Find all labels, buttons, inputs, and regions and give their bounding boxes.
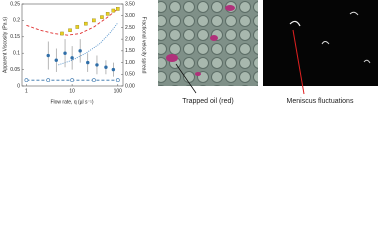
- y2-axis-label: Fractional velocity spread: [141, 17, 147, 74]
- y-tick-label: 0.2: [13, 18, 20, 24]
- open-point: [70, 78, 75, 83]
- point: [105, 12, 110, 16]
- oil-blob: [210, 35, 218, 41]
- y2-tick-label: 1.00: [125, 60, 135, 66]
- caption: Meniscus fluctuations: [287, 98, 354, 105]
- point: [46, 53, 50, 58]
- point: [78, 49, 82, 53]
- open-point: [115, 78, 120, 83]
- figure: Flow rate, q (µl s⁻¹) Apparent Viscosity…: [2, 0, 378, 105]
- micrograph-meniscus: Meniscus fluctuations: [263, 0, 378, 105]
- x-axis-label: Flow rate, q (µl s⁻¹): [50, 99, 93, 105]
- meniscus-arc: [289, 20, 301, 27]
- y2-tick-label: 3.00: [125, 13, 135, 19]
- x-tick-label: 1: [25, 88, 28, 94]
- oil-blob: [195, 72, 201, 76]
- meniscus-arc: [349, 11, 359, 16]
- image-oil: [158, 0, 258, 86]
- y-tick-label: 0.25: [10, 1, 20, 7]
- caption: Trapped oil (red): [182, 98, 234, 105]
- point: [68, 28, 72, 32]
- y2-tick-label: 1.50: [125, 48, 135, 54]
- point: [86, 60, 90, 65]
- y-tick-label: 0.15: [10, 34, 20, 40]
- series-line: [26, 8, 119, 36]
- point: [95, 63, 99, 67]
- point: [54, 58, 58, 62]
- point: [70, 56, 74, 60]
- point: [60, 31, 64, 36]
- open-point: [46, 78, 51, 83]
- y2-tick-label: 3.50: [125, 1, 135, 7]
- y2-tick-label: 2.50: [125, 25, 135, 31]
- point: [92, 18, 96, 23]
- oil-blob: [166, 54, 178, 62]
- y-tick-label: 0.05: [10, 67, 20, 73]
- y2-tick-label: 2.00: [125, 36, 135, 42]
- point: [111, 67, 116, 72]
- point: [100, 15, 104, 19]
- point: [111, 8, 116, 13]
- point: [104, 65, 108, 69]
- pointer-arrow: [292, 29, 305, 95]
- y2-tick-label: 0.50: [125, 72, 135, 78]
- point: [116, 7, 120, 11]
- point: [63, 51, 67, 55]
- y2-tick-label: 0.00: [125, 83, 135, 89]
- open-point: [92, 78, 96, 83]
- series-line: [58, 22, 119, 66]
- image-meniscus: [263, 0, 378, 86]
- oil-blob: [225, 5, 235, 11]
- plot-frame: [21, 3, 124, 87]
- meniscus-arc: [321, 41, 330, 45]
- y-tick-label: 0.1: [13, 51, 20, 57]
- x-tick-label: 100: [114, 88, 123, 94]
- open-point: [24, 78, 29, 83]
- meniscus-arc: [363, 59, 371, 64]
- y-tick-label: 0: [17, 83, 20, 89]
- point: [75, 25, 80, 29]
- x-tick-label: 10: [69, 88, 75, 94]
- point: [84, 21, 88, 26]
- pointer-arrow: [175, 63, 197, 94]
- chart: Flow rate, q (µl s⁻¹) Apparent Viscosity…: [2, 1, 146, 105]
- micrograph-oil: Trapped oil (red): [158, 0, 258, 105]
- y-axis-label: Apparent Viscosity (Pa.s): [2, 17, 8, 73]
